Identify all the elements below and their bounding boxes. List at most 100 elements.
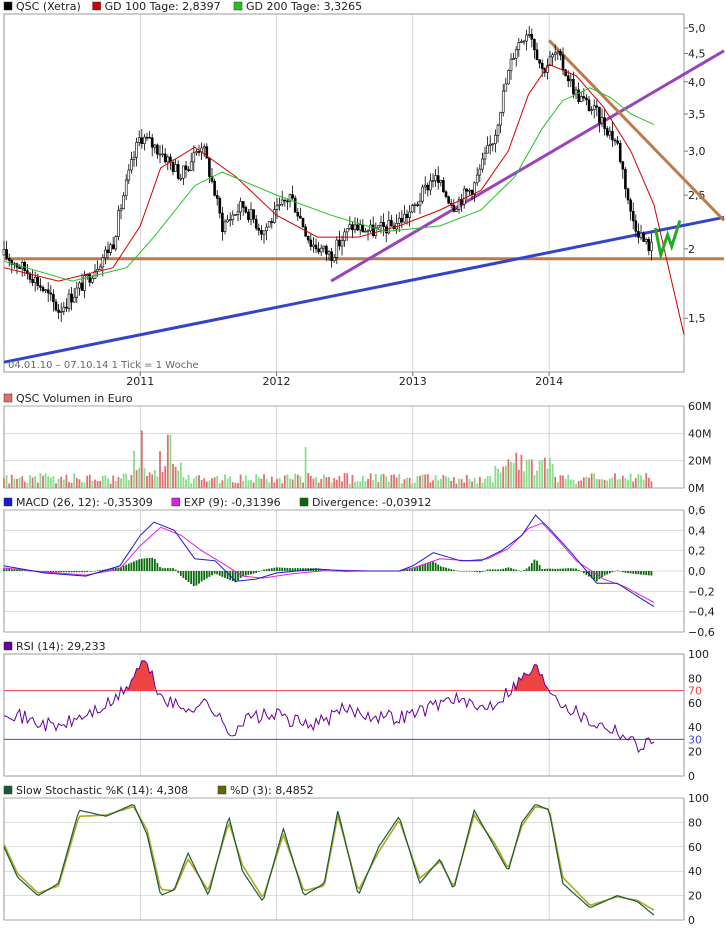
rsi-ytick-label-1: 80 xyxy=(688,672,702,685)
volume-bar xyxy=(325,477,328,488)
macd-divergence-bar xyxy=(205,571,208,579)
price-xtick-label-2: 2013 xyxy=(399,375,427,388)
price-candle-body xyxy=(135,142,138,158)
price-candle-body xyxy=(314,244,318,250)
price-candle-body xyxy=(535,49,539,61)
macd-divergence-bar xyxy=(143,558,146,571)
price-candle-body xyxy=(611,130,614,141)
macd-divergence-bar xyxy=(296,568,299,571)
macd-divergence-bar xyxy=(21,570,24,571)
price-candle-body xyxy=(65,306,68,309)
price-candle-body xyxy=(574,89,578,95)
macd-divergence-bar xyxy=(606,571,609,575)
price-candle-body xyxy=(579,96,583,102)
price-candle-body xyxy=(265,226,268,232)
macd-divergence-bar xyxy=(442,567,445,571)
volume-bar xyxy=(36,482,39,488)
volume-bar xyxy=(627,480,629,488)
price-candle-body xyxy=(585,97,588,101)
stoch-ytick-label-2: 60 xyxy=(688,841,702,854)
price-candle-body xyxy=(39,285,42,288)
macd-divergence-bar xyxy=(198,571,200,584)
price-candle-body xyxy=(80,282,84,291)
price-candle-body xyxy=(44,289,47,292)
macd-legend-label-2: Divergence: -0,03912 xyxy=(312,496,431,509)
price-candle-body xyxy=(114,236,118,250)
macd-divergence-bar xyxy=(177,571,180,573)
price-candle-body xyxy=(176,164,180,179)
volume-bar xyxy=(559,475,562,488)
macd-divergence-bar xyxy=(619,571,622,572)
price-candle-body xyxy=(488,143,492,146)
macd-divergence-bar xyxy=(278,567,281,571)
price-candle-body xyxy=(631,210,635,222)
volume-bar xyxy=(343,473,346,488)
volume-bar xyxy=(520,454,523,488)
macd-divergence-bar xyxy=(75,571,78,573)
macd-divergence-bar xyxy=(94,570,96,572)
price-candle-body xyxy=(195,151,198,154)
price-candle-body xyxy=(400,217,404,223)
macd-divergence-bar xyxy=(432,561,434,571)
volume-bar xyxy=(515,452,518,488)
price-candle-body xyxy=(639,232,643,238)
volume-bar xyxy=(205,481,208,488)
volume-bar xyxy=(242,480,245,488)
price-candle-body xyxy=(143,136,146,144)
price-candle-body xyxy=(208,157,211,177)
macd-divergence-bar xyxy=(55,571,57,573)
macd-divergence-bar xyxy=(226,571,229,580)
macd-divergence-bar xyxy=(127,563,130,571)
macd-divergence-bar xyxy=(424,563,427,571)
price-candle-body xyxy=(403,213,406,223)
price-ytick-label-0: 5,0 xyxy=(688,22,706,35)
volume-bar xyxy=(403,479,406,488)
price-candle-body xyxy=(569,78,573,82)
volume-bar xyxy=(582,477,585,488)
price-candle-body xyxy=(67,293,71,309)
volume-bar xyxy=(268,482,271,488)
price-candle-body xyxy=(312,244,315,247)
price-candle-body xyxy=(501,90,505,113)
macd-divergence-bar xyxy=(629,571,632,574)
price-candle-body xyxy=(213,180,216,196)
price-candle-body xyxy=(520,41,523,43)
price-candle-body xyxy=(618,142,622,163)
price-candle-body xyxy=(260,230,263,235)
volume-bar xyxy=(237,483,239,488)
macd-divergence-bar xyxy=(242,571,245,577)
volume-bar xyxy=(395,477,398,488)
volume-bar xyxy=(445,476,447,488)
price-candle-body xyxy=(387,219,391,234)
macd-divergence-bar xyxy=(489,569,492,571)
macd-divergence-bar xyxy=(23,570,26,571)
macd-divergence-bar xyxy=(484,570,486,572)
stoch-legend-label-1: %D (3): 8,4852 xyxy=(230,784,314,797)
volume-bar xyxy=(133,450,135,488)
price-candle-body xyxy=(137,137,141,143)
price-info-text: 04.01.10 – 07.10.14 1 Tick = 1 Woche xyxy=(8,360,199,371)
macd-divergence-bar xyxy=(569,568,572,571)
volume-bar xyxy=(424,474,427,488)
price-candle-body xyxy=(494,134,497,145)
macd-divergence-bar xyxy=(502,568,505,571)
price-candle-body xyxy=(41,287,45,292)
volume-bar xyxy=(614,473,616,488)
volume-bar xyxy=(140,430,143,488)
price-candle-body xyxy=(423,184,427,188)
volume-bar xyxy=(499,472,502,488)
volume-bar xyxy=(68,482,70,488)
stoch-ytick-label-5: 0 xyxy=(688,914,695,927)
stoch-ytick-label-0: 100 xyxy=(688,792,709,805)
macd-divergence-bar xyxy=(140,558,143,571)
price-candle-body xyxy=(62,306,66,312)
macd-divergence-bar xyxy=(83,571,86,573)
price-candle-body xyxy=(564,69,567,77)
macd-divergence-bar xyxy=(403,570,406,571)
volume-bar xyxy=(192,478,195,488)
macd-divergence-bar xyxy=(333,571,336,572)
macd-divergence-bar xyxy=(450,569,453,571)
macd-ytick-label-3: 0,0 xyxy=(688,565,706,578)
price-candle-body xyxy=(590,109,593,112)
macd-divergence-bar xyxy=(640,571,642,575)
